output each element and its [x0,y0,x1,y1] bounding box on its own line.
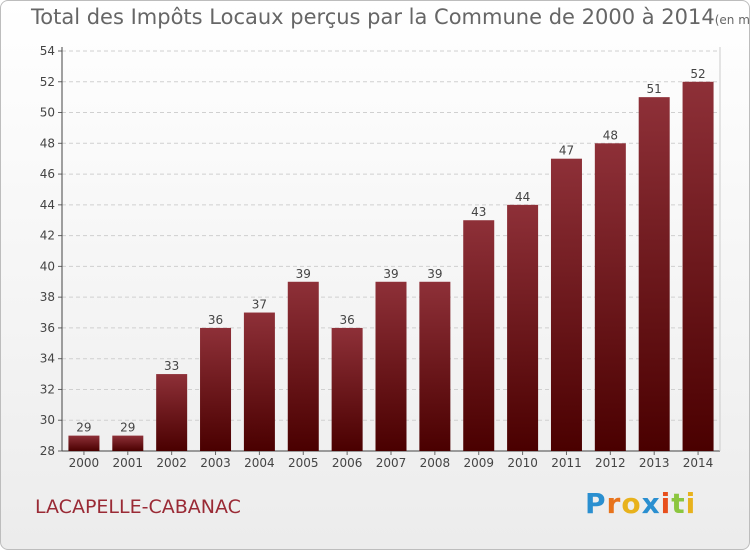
logo-letter: i [685,487,697,520]
y-tick-label: 28 [40,444,55,458]
y-tick-label: 30 [40,413,55,427]
y-tick-label: 34 [40,352,55,366]
data-label-2010: 44 [515,190,530,204]
bar-2012 [594,143,626,452]
bar-2008 [419,281,451,451]
x-tick-label-2007: 2007 [376,456,407,470]
data-label-2009: 43 [471,205,486,219]
data-label-2011: 47 [559,144,574,158]
y-tick-label: 36 [40,321,55,335]
x-tick-label-2001: 2001 [113,456,144,470]
data-label-2001: 29 [120,421,135,435]
bar-2001 [112,435,144,451]
data-label-2014: 52 [690,67,705,81]
y-tick-label: 50 [40,106,55,120]
logo-letter: r [606,487,622,520]
x-tick-label-2000: 2000 [69,456,100,470]
x-tick-label-2006: 2006 [332,456,363,470]
data-label-2003: 36 [208,313,223,327]
y-tick-label: 40 [40,259,55,273]
commune-name: LACAPELLE-CABANAC [35,496,241,518]
x-tick-label-2003: 2003 [200,456,231,470]
y-tick-label: 44 [40,198,55,212]
x-tick-label-2011: 2011 [551,456,582,470]
bar-2005 [287,281,319,451]
bar-2010 [507,204,539,451]
bars: 29 29 33 36 37 39 36 39 39 43 44 47 48 51 52 [68,67,714,452]
logo-letter: i [660,487,672,520]
x-tick-label-2014: 2014 [683,456,714,470]
y-tick-label: 38 [40,290,55,304]
data-label-2013: 51 [647,82,662,96]
y-tick-label: 46 [40,167,55,181]
x-tick-label-2012: 2012 [595,456,626,470]
logo-letter: P [585,487,607,520]
bar-2006 [331,327,363,451]
x-tick-label-2010: 2010 [507,456,538,470]
bar-2009 [463,220,495,451]
axes: 28 30 32 34 36 38 40 42 44 46 48 50 52 54 2000 2001 2002… [40,44,721,470]
logo-letter: x [641,487,661,520]
y-tick-label: 48 [40,136,55,150]
y-tick-label: 52 [40,75,55,89]
data-label-2000: 29 [76,421,91,435]
x-tick-label-2005: 2005 [288,456,319,470]
data-label-2006: 36 [339,313,354,327]
x-tick-label-2002: 2002 [156,456,187,470]
x-tick-label-2009: 2009 [463,456,494,470]
logo-letter: t [671,487,686,520]
data-label-2005: 39 [296,267,311,281]
y-tick-label: 32 [40,382,55,396]
data-label-2004: 37 [252,298,267,312]
bar-2004 [243,312,275,451]
bar-2007 [375,281,407,451]
proxiti-logo: Proxiti [585,487,696,520]
data-label-2007: 39 [383,267,398,281]
logo-letter: o [621,487,642,520]
chart-title: Total des Impôts Locaux perçus par la Co… [31,5,750,29]
y-tick-label: 42 [40,229,55,243]
y-tick-label: 54 [40,44,55,58]
bar-2011 [550,158,582,451]
bar-2002 [156,374,188,451]
data-label-2008: 39 [427,267,442,281]
bar-2013 [638,97,670,452]
x-tick-label-2013: 2013 [639,456,670,470]
data-label-2012: 48 [603,128,618,142]
bar-2014 [682,81,714,452]
bar-2003 [200,327,232,451]
title-unit: (en milliers d'€) [714,13,750,27]
bar-2000 [68,435,100,451]
x-tick-label-2008: 2008 [420,456,451,470]
data-label-2002: 33 [164,359,179,373]
title-text: Total des Impôts Locaux perçus par la Co… [31,5,715,29]
x-tick-label-2004: 2004 [244,456,275,470]
